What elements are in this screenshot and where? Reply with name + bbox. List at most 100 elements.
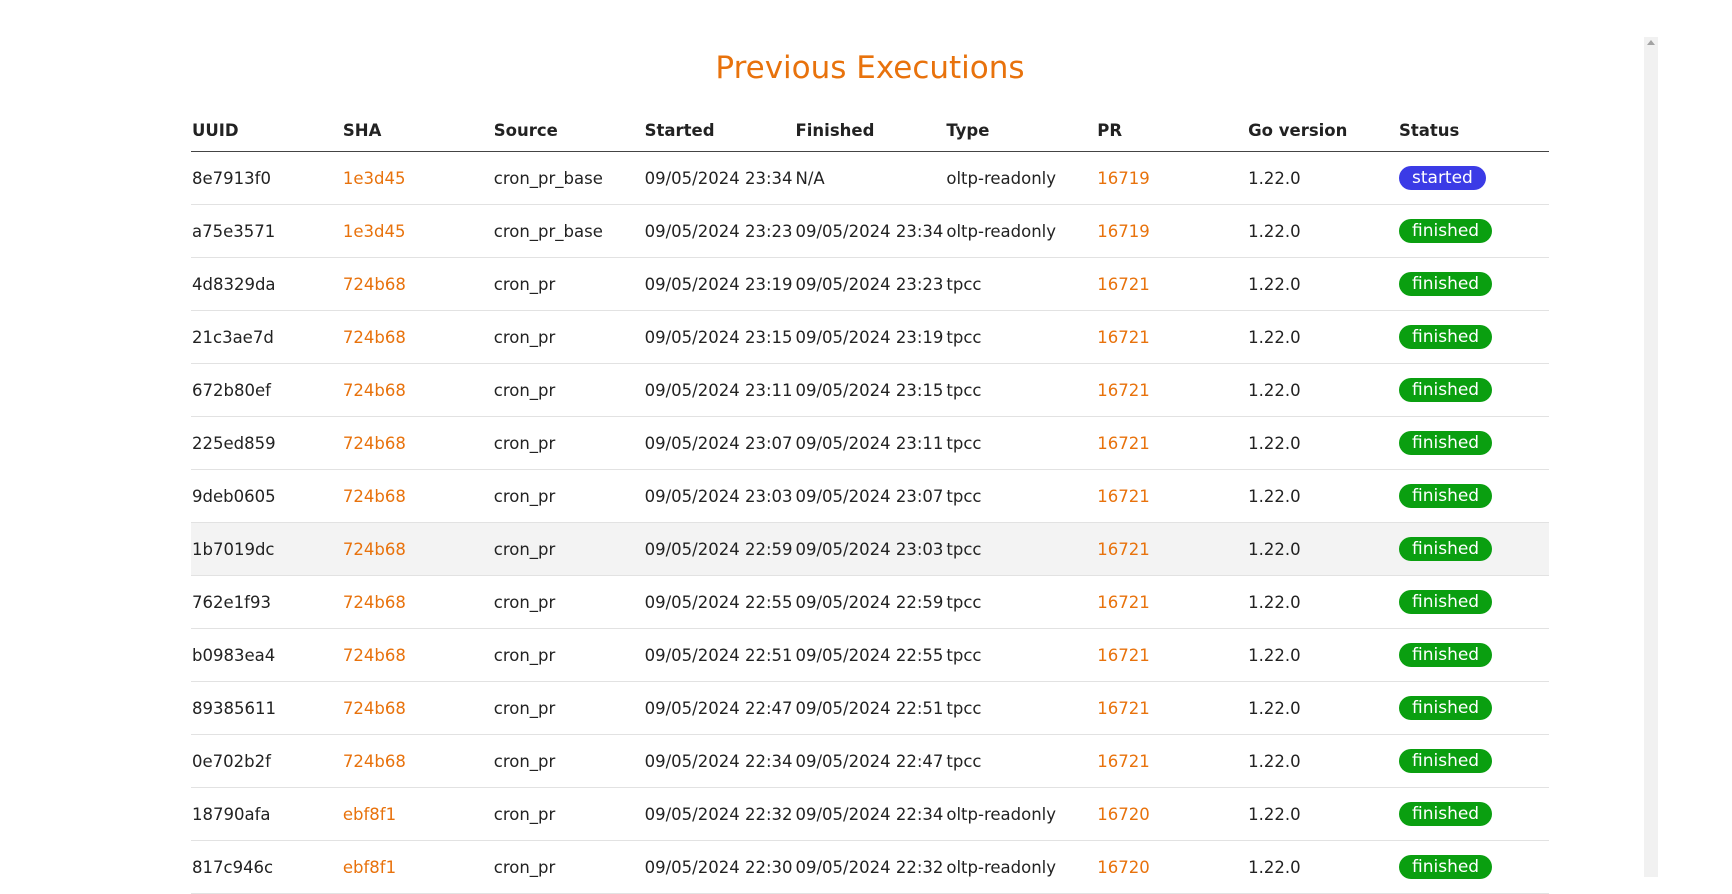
table-cell: tpcc — [945, 734, 1097, 788]
table-cell: 16721 — [1096, 575, 1248, 629]
table-cell: finished — [1398, 204, 1549, 258]
sha-link[interactable]: 724b68 — [342, 539, 406, 559]
executions-table: UUID SHA Source Started Finished Type PR Go ver… — [191, 110, 1549, 894]
pr-link[interactable]: 16721 — [1097, 274, 1150, 294]
table-cell: 09/05/2024 23:15 — [643, 310, 795, 364]
table-cell: oltp-readonly — [945, 840, 1097, 894]
status-badge: finished — [1399, 802, 1493, 826]
table-cell: 09/05/2024 23:19 — [643, 257, 795, 311]
table-cell: finished — [1398, 681, 1549, 735]
table-cell: oltp-readonly — [945, 787, 1097, 841]
table-cell: cron_pr — [492, 310, 644, 364]
table-cell: started — [1398, 151, 1549, 205]
table-cell: cron_pr_base — [492, 204, 644, 258]
table-cell: 09/05/2024 23:11 — [794, 416, 946, 470]
table-cell: 1.22.0 — [1247, 575, 1398, 629]
table-cell: ebf8f1 — [341, 787, 493, 841]
table-cell: 225ed859 — [191, 416, 342, 470]
table-cell: a75e3571 — [191, 204, 342, 258]
pr-link[interactable]: 16721 — [1097, 751, 1150, 771]
table-cell: 16721 — [1096, 257, 1248, 311]
status-badge: finished — [1399, 484, 1493, 508]
sha-link[interactable]: 724b68 — [342, 274, 406, 294]
table-row: 672b80ef 724b68 cron_pr 09/05/2024 23:11 09/… — [191, 363, 1549, 417]
column-header: UUID — [191, 110, 342, 152]
table-cell: 09/05/2024 23:23 — [643, 204, 795, 258]
table-cell: 16721 — [1096, 363, 1248, 417]
column-header: PR — [1096, 110, 1248, 152]
pr-link[interactable]: 16721 — [1097, 433, 1150, 453]
table-cell: 89385611 — [191, 681, 342, 735]
table-row: 18790afa ebf8f1 cron_pr 09/05/2024 22:32 09/… — [191, 787, 1549, 841]
table-cell: 9deb0605 — [191, 469, 342, 523]
pr-link[interactable]: 16720 — [1097, 804, 1150, 824]
table-cell: 0e702b2f — [191, 734, 342, 788]
sha-link[interactable]: 724b68 — [342, 645, 406, 665]
column-header: Started — [643, 110, 795, 152]
scroll-up-arrow[interactable] — [1647, 40, 1655, 45]
status-badge: finished — [1399, 272, 1493, 296]
table-cell: 724b68 — [341, 257, 493, 311]
sha-link[interactable]: 1e3d45 — [342, 168, 406, 188]
table-cell: 09/05/2024 22:55 — [794, 628, 946, 682]
sha-link[interactable]: 724b68 — [342, 486, 406, 506]
pr-link[interactable]: 16721 — [1097, 698, 1150, 718]
pr-link[interactable]: 16721 — [1097, 592, 1150, 612]
table-cell: 16721 — [1096, 734, 1248, 788]
pr-link[interactable]: 16721 — [1097, 645, 1150, 665]
table-cell: finished — [1398, 469, 1549, 523]
table-cell: 1.22.0 — [1247, 681, 1398, 735]
table-row: 9deb0605 724b68 cron_pr 09/05/2024 23:03 09/… — [191, 469, 1549, 523]
table-cell: 1b7019dc — [191, 522, 342, 576]
status-badge: finished — [1399, 696, 1493, 720]
table-cell: 09/05/2024 22:59 — [643, 522, 795, 576]
table-cell: finished — [1398, 522, 1549, 576]
table-cell: oltp-readonly — [945, 151, 1097, 205]
sha-link[interactable]: 1e3d45 — [342, 221, 406, 241]
sha-link[interactable]: 724b68 — [342, 751, 406, 771]
table-row: 225ed859 724b68 cron_pr 09/05/2024 23:07 09/… — [191, 416, 1549, 470]
page: Previous Executions UUID SHA Source Started… — [191, 37, 1658, 894]
table-cell: 16719 — [1096, 204, 1248, 258]
table-cell: 09/05/2024 22:55 — [643, 575, 795, 629]
table-cell: 817c946c — [191, 840, 342, 894]
table-cell: finished — [1398, 416, 1549, 470]
sha-link[interactable]: 724b68 — [342, 433, 406, 453]
table-cell: N/A — [794, 151, 946, 205]
column-header: Finished — [794, 110, 946, 152]
pr-link[interactable]: 16719 — [1097, 168, 1150, 188]
sha-link[interactable]: 724b68 — [342, 592, 406, 612]
sha-link[interactable]: 724b68 — [342, 327, 406, 347]
sha-link[interactable]: 724b68 — [342, 698, 406, 718]
table-cell: 09/05/2024 22:34 — [643, 734, 795, 788]
table-cell: 16721 — [1096, 522, 1248, 576]
table-cell: 16720 — [1096, 787, 1248, 841]
sha-link[interactable]: 724b68 — [342, 380, 406, 400]
table-cell: cron_pr — [492, 628, 644, 682]
table-cell: 724b68 — [341, 416, 493, 470]
table-cell: 09/05/2024 22:47 — [794, 734, 946, 788]
scrollbar[interactable] — [1644, 37, 1658, 877]
pr-link[interactable]: 16721 — [1097, 327, 1150, 347]
sha-link[interactable]: ebf8f1 — [342, 857, 397, 877]
table-row: 21c3ae7d 724b68 cron_pr 09/05/2024 23:15 09/… — [191, 310, 1549, 364]
pr-link[interactable]: 16721 — [1097, 380, 1150, 400]
pr-link[interactable]: 16719 — [1097, 221, 1150, 241]
table-cell: tpcc — [945, 310, 1097, 364]
pr-link[interactable]: 16721 — [1097, 539, 1150, 559]
sha-link[interactable]: ebf8f1 — [342, 804, 397, 824]
table-cell: 09/05/2024 23:03 — [643, 469, 795, 523]
status-badge: finished — [1399, 590, 1493, 614]
pr-link[interactable]: 16720 — [1097, 857, 1150, 877]
table-cell: 16721 — [1096, 628, 1248, 682]
table-cell: 1e3d45 — [341, 151, 493, 205]
table-body: 8e7913f0 1e3d45 cron_pr_base 09/05/2024 23:… — [191, 151, 1549, 894]
table-cell: 16721 — [1096, 416, 1248, 470]
pr-link[interactable]: 16721 — [1097, 486, 1150, 506]
table-cell: 16721 — [1096, 469, 1248, 523]
column-header: Status — [1398, 110, 1549, 152]
table-cell: 8e7913f0 — [191, 151, 342, 205]
status-badge: finished — [1399, 537, 1493, 561]
status-badge: finished — [1399, 855, 1493, 879]
table-cell: finished — [1398, 840, 1549, 894]
